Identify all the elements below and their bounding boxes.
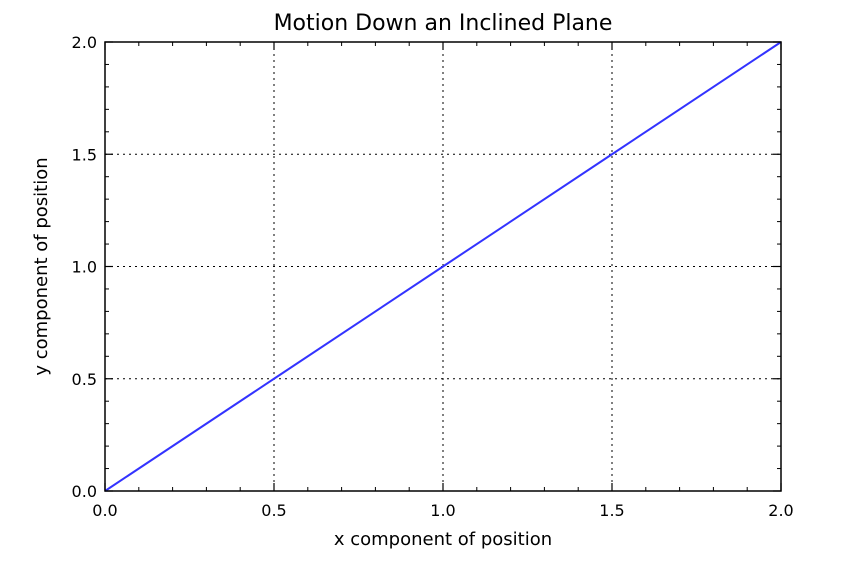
y-tick-labels: 0.0 0.5 1.0 1.5 2.0 — [72, 33, 97, 501]
x-tick-label: 1.0 — [430, 501, 455, 520]
x-tick-label: 1.5 — [599, 501, 624, 520]
y-tick-label: 1.5 — [72, 145, 97, 164]
plot-frame — [104, 41, 782, 492]
y-axis-label: y component of position — [31, 157, 52, 375]
series-line-0 — [104, 41, 782, 492]
x-tick-label: 0.0 — [92, 501, 117, 520]
y-tick-label: 0.5 — [72, 370, 97, 389]
x-axis-label: x component of position — [334, 529, 552, 550]
chart-title: Motion Down an Inclined Plane — [274, 11, 613, 36]
series-layer — [104, 41, 782, 492]
x-tick-labels: 0.0 0.5 1.0 1.5 2.0 — [92, 501, 793, 520]
y-tick-label: 2.0 — [72, 33, 97, 52]
y-tick-label: 0.0 — [72, 482, 97, 501]
x-tick-label: 0.5 — [261, 501, 286, 520]
x-tick-label: 2.0 — [768, 501, 793, 520]
y-tick-label: 1.0 — [72, 258, 97, 277]
